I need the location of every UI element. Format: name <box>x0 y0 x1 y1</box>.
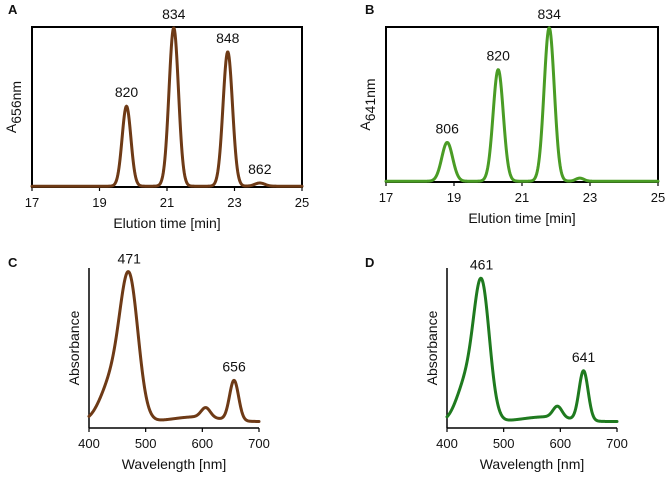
x-tick-label: 500 <box>493 436 515 451</box>
y-axis-title-sub: 641nm <box>362 78 378 121</box>
peak-label: 806 <box>436 120 460 136</box>
x-tick-label: 25 <box>295 195 309 210</box>
panel-c: C 400 500 600 700 Wavelength [nm] Absorbance 47… <box>8 250 270 472</box>
y-axis-title-main: A <box>3 123 19 133</box>
y-axis-title-main: Absorbance <box>66 310 82 385</box>
x-tick-label: 400 <box>78 436 100 451</box>
x-axis-title: Elution time [min] <box>113 215 220 231</box>
y-axis-title: A656nm <box>3 81 24 133</box>
y-axis-title-sub: 656nm <box>8 81 24 124</box>
x-tick-label: 21 <box>515 190 529 205</box>
y-axis-title: Absorbance <box>424 310 440 385</box>
peak-label: 834 <box>538 6 562 22</box>
x-tick-label: 600 <box>191 436 213 451</box>
y-axis-title-main: A <box>357 121 373 131</box>
plot-frame <box>385 26 659 183</box>
y-axis-title-main: Absorbance <box>424 310 440 385</box>
panel-letter: D <box>365 255 374 270</box>
peak-label: 656 <box>222 358 246 374</box>
data-line <box>87 270 261 423</box>
x-tick-label: 400 <box>436 436 458 451</box>
peak-label: 471 <box>118 250 142 266</box>
data-line <box>384 26 660 183</box>
x-axis-title: Elution time [min] <box>468 210 575 226</box>
peak-label: 820 <box>487 48 511 64</box>
peak-label: 820 <box>115 84 139 100</box>
x-tick-label: 25 <box>651 190 665 205</box>
x-tick-label: 600 <box>549 436 571 451</box>
panel-letter: C <box>8 255 18 270</box>
x-axis-title: Wavelength [nm] <box>480 456 585 472</box>
data-line <box>445 276 619 424</box>
x-tick-label: 500 <box>135 436 157 451</box>
x-tick-label: 17 <box>25 195 39 210</box>
x-tick-label: 19 <box>92 195 106 210</box>
x-tick-label: 700 <box>248 436 270 451</box>
x-tick-label: 17 <box>379 190 393 205</box>
peak-label: 862 <box>248 161 272 177</box>
peak-label: 834 <box>162 6 186 22</box>
x-axis-title: Wavelength [nm] <box>122 456 227 472</box>
data-line <box>30 26 304 188</box>
peak-label: 641 <box>572 349 596 365</box>
y-axis-title: Absorbance <box>66 310 82 385</box>
x-tick-label: 19 <box>447 190 461 205</box>
x-tick-label: 23 <box>227 195 241 210</box>
x-tick-label: 23 <box>583 190 597 205</box>
panel-letter: B <box>365 2 374 17</box>
x-tick-label: 21 <box>160 195 174 210</box>
peak-label: 461 <box>470 257 494 273</box>
x-tick-label: 700 <box>606 436 628 451</box>
y-axis-title: A641nm <box>357 78 378 130</box>
peak-label: 848 <box>216 30 240 46</box>
panel-b: B 17 19 21 23 25 Elution time [min] A641nm 806 82… <box>357 2 665 226</box>
panel-d: D 400 500 600 700 Wavelength [nm] Absorbance 46… <box>365 255 628 472</box>
panel-letter: A <box>8 2 18 17</box>
